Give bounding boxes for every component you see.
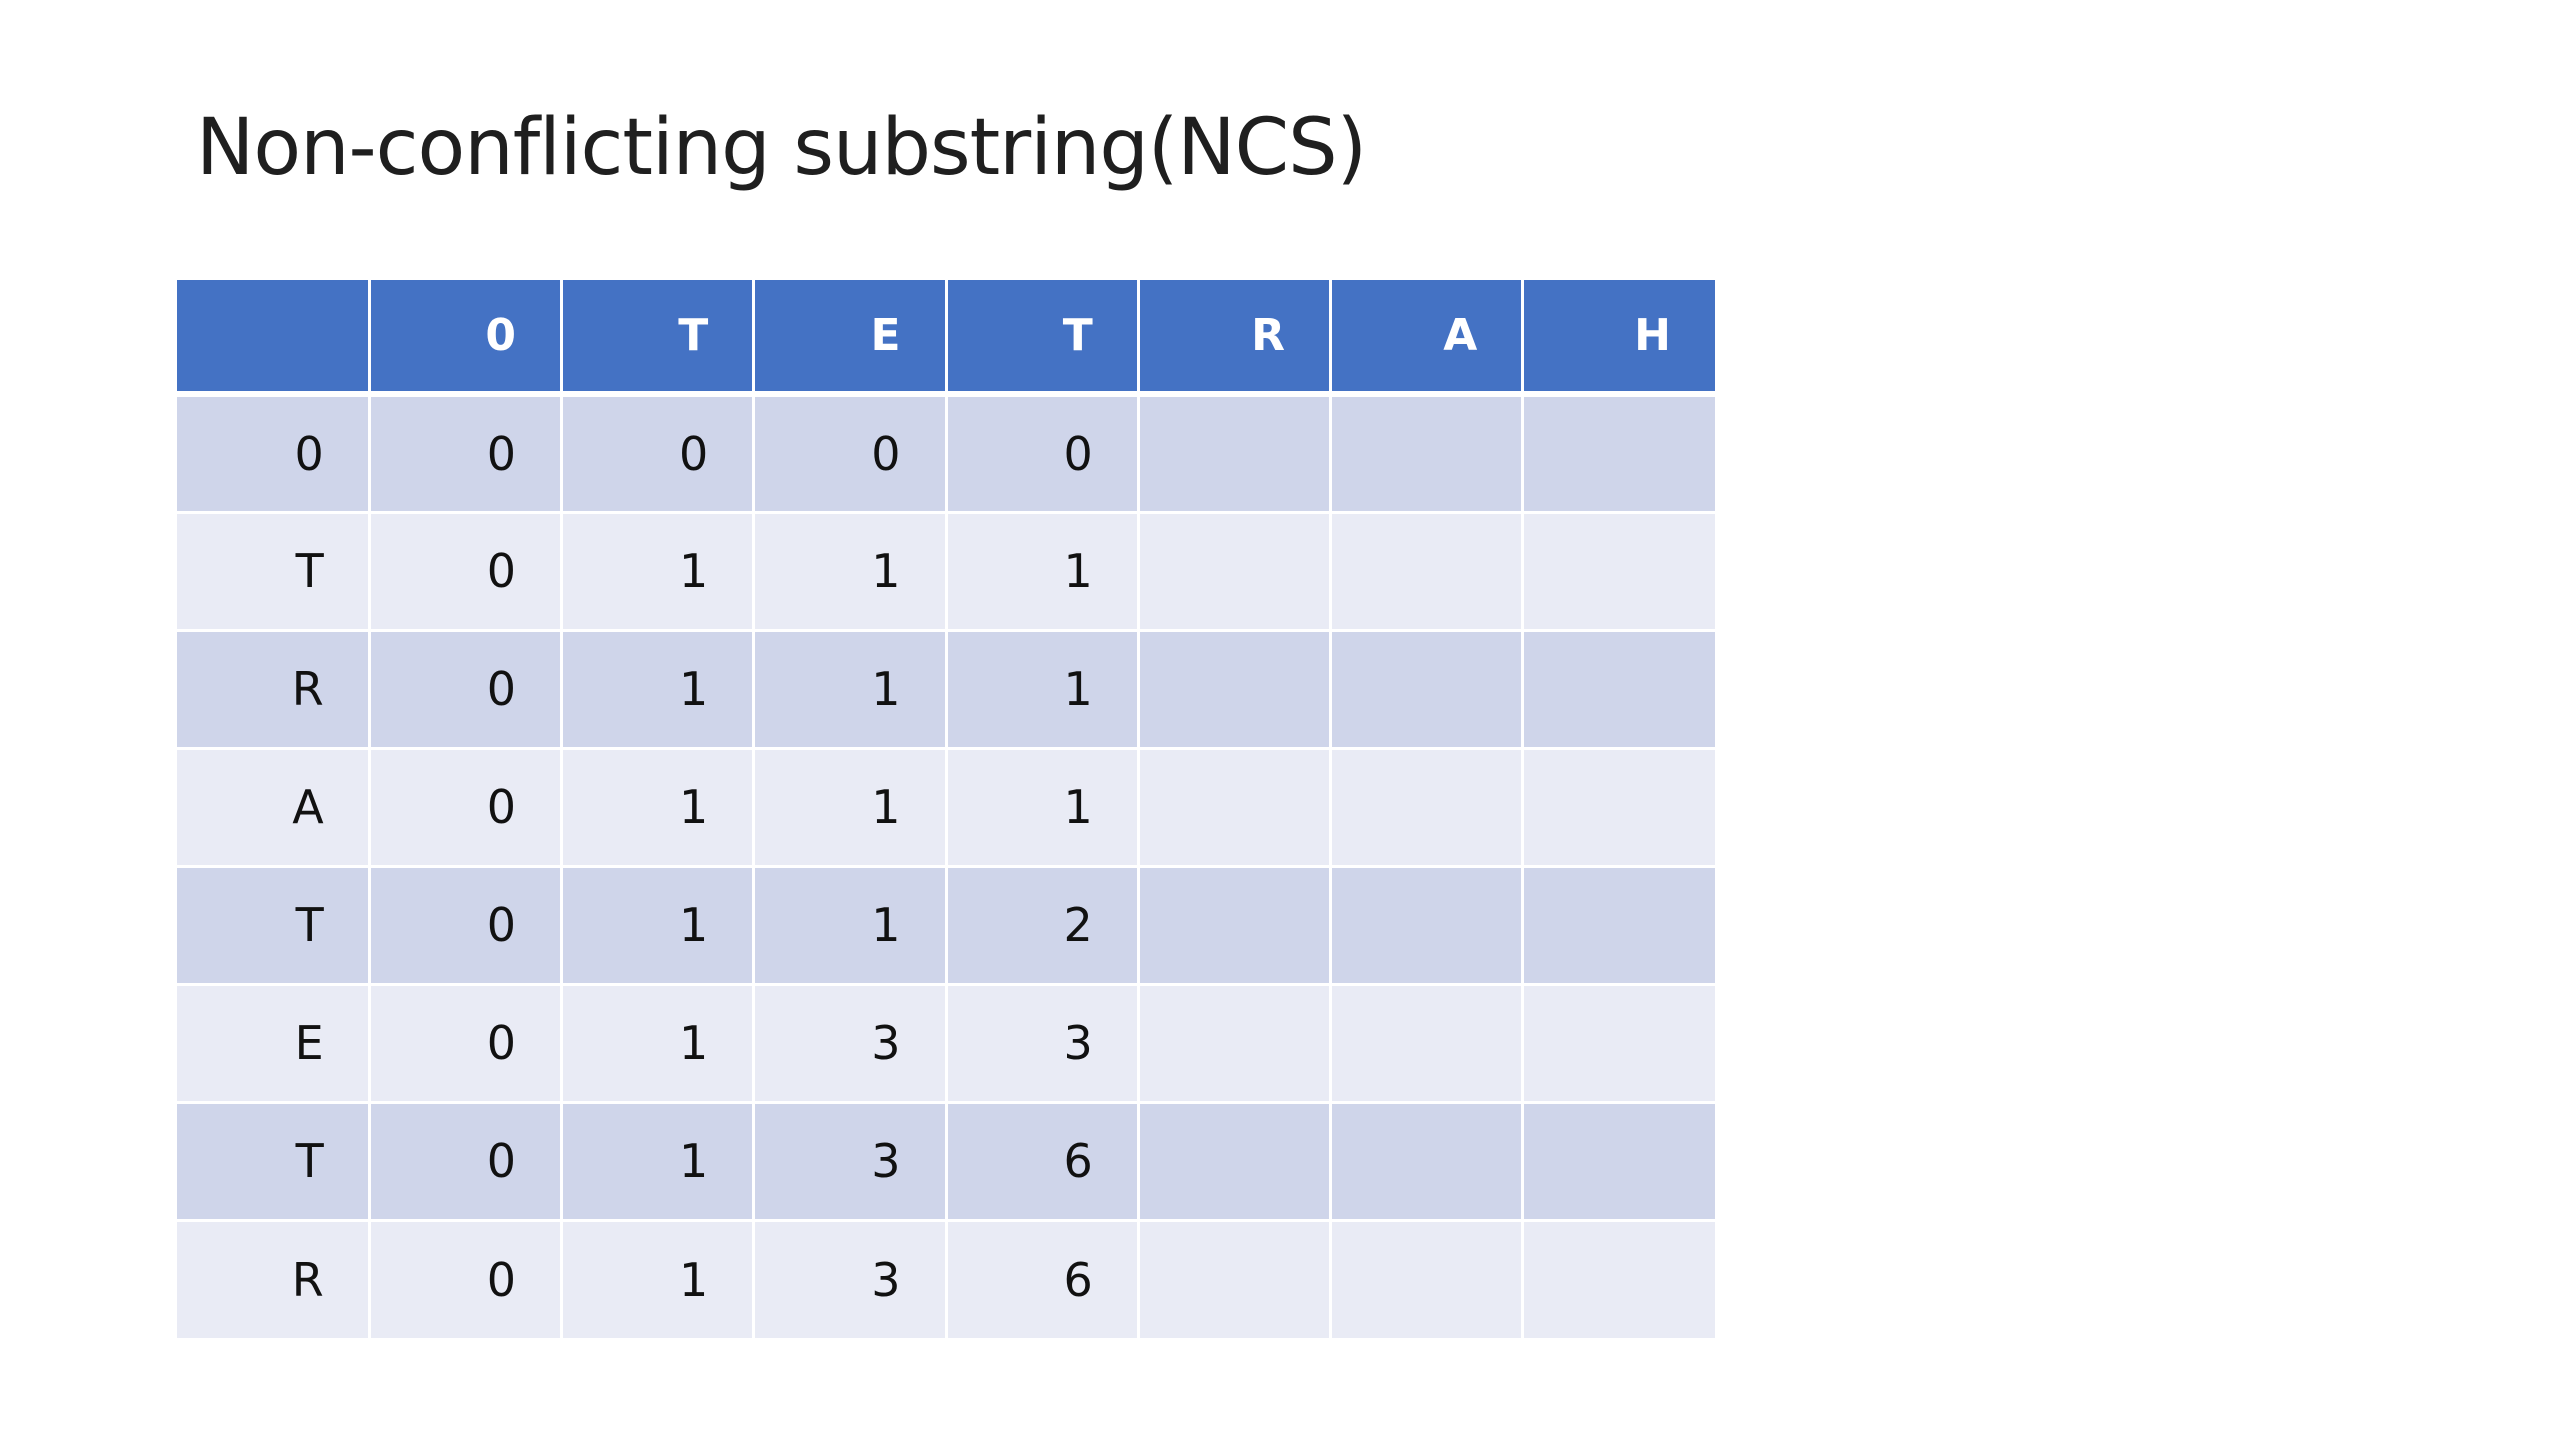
table-row: R 0 1 3 6: [177, 1218, 1715, 1338]
header-cell: T: [944, 280, 1140, 397]
table-cell: 1: [559, 1218, 756, 1338]
table-cell: [1521, 1100, 1715, 1222]
row-label-cell: T: [177, 510, 371, 632]
table-cell: 3: [752, 1218, 948, 1338]
table-cell: [1328, 746, 1525, 868]
table-row: A 0 1 1 1: [177, 746, 1715, 868]
table-cell: 0: [367, 982, 564, 1104]
table-cell: [1136, 628, 1333, 750]
table-cell: [1328, 1100, 1525, 1222]
table-cell: [1136, 1218, 1333, 1338]
table-cell: [1521, 746, 1715, 868]
table-cell: [1136, 982, 1333, 1104]
table-cell: [1136, 392, 1333, 514]
slide-title: Non-conflicting substring(NCS): [196, 103, 1367, 193]
table-cell: 1: [752, 864, 948, 986]
table-row: T 0 1 3 6: [177, 1100, 1715, 1222]
table-cell: 1: [944, 628, 1140, 750]
table-cell: 0: [367, 510, 564, 632]
table-row: T 0 1 1 2: [177, 864, 1715, 986]
table-cell: 0: [559, 392, 756, 514]
table-cell: 0: [367, 628, 564, 750]
table-row: E 0 1 3 3: [177, 982, 1715, 1104]
table-cell: 6: [944, 1218, 1140, 1338]
table-cell: [1328, 510, 1525, 632]
table-cell: [1521, 982, 1715, 1104]
table-cell: 1: [944, 510, 1140, 632]
table-cell: [1328, 1218, 1525, 1338]
header-cell: A: [1328, 280, 1525, 397]
table-cell: [1328, 864, 1525, 986]
table-row: 0 0 0 0 0: [177, 392, 1715, 514]
row-label-cell: T: [177, 1100, 371, 1222]
table-cell: 0: [367, 864, 564, 986]
table-cell: 1: [752, 510, 948, 632]
table-row: T 0 1 1 1: [177, 510, 1715, 632]
row-label-cell: A: [177, 746, 371, 868]
table-cell: [1136, 746, 1333, 868]
header-cell: R: [1136, 280, 1333, 397]
table-cell: 3: [752, 982, 948, 1104]
header-cell: H: [1521, 280, 1715, 397]
table-cell: 3: [752, 1100, 948, 1222]
table-cell: 1: [752, 628, 948, 750]
table-cell: 0: [944, 392, 1140, 514]
table-cell: 2: [944, 864, 1140, 986]
table-cell: 0: [752, 392, 948, 514]
table-cell: 1: [559, 510, 756, 632]
table-cell: 0: [367, 746, 564, 868]
row-label-cell: 0: [177, 392, 371, 514]
table-cell: [1328, 392, 1525, 514]
table-cell: [1521, 1218, 1715, 1338]
table-cell: [1521, 628, 1715, 750]
table-cell: [1136, 864, 1333, 986]
header-cell: E: [752, 280, 948, 397]
table-cell: [1328, 628, 1525, 750]
table-cell: 1: [752, 746, 948, 868]
table-cell: 0: [367, 1218, 564, 1338]
table-cell: 3: [944, 982, 1140, 1104]
table-cell: 0: [367, 1100, 564, 1222]
table-cell: 1: [559, 864, 756, 986]
table-cell: 1: [559, 1100, 756, 1222]
header-cell: 0: [367, 280, 564, 397]
table-cell: [1521, 392, 1715, 514]
table-cell: 1: [559, 628, 756, 750]
row-label-cell: T: [177, 864, 371, 986]
header-cell: T: [559, 280, 756, 397]
table-cell: [1521, 510, 1715, 632]
table-row: R 0 1 1 1: [177, 628, 1715, 750]
table-cell: [1136, 1100, 1333, 1222]
table-cell: 0: [367, 392, 564, 514]
table-cell: [1328, 982, 1525, 1104]
table-cell: 1: [559, 982, 756, 1104]
row-label-cell: E: [177, 982, 371, 1104]
header-cell-corner: [177, 280, 371, 397]
row-label-cell: R: [177, 1218, 371, 1338]
ncs-table: 0 T E T R A H 0 0 0 0 0 T 0: [177, 280, 1715, 1338]
table-cell: [1521, 864, 1715, 986]
row-label-cell: R: [177, 628, 371, 750]
table-cell: 6: [944, 1100, 1140, 1222]
table-cell: [1136, 510, 1333, 632]
table-cell: 1: [559, 746, 756, 868]
table-cell: 1: [944, 746, 1140, 868]
table-header-row: 0 T E T R A H: [177, 280, 1715, 397]
